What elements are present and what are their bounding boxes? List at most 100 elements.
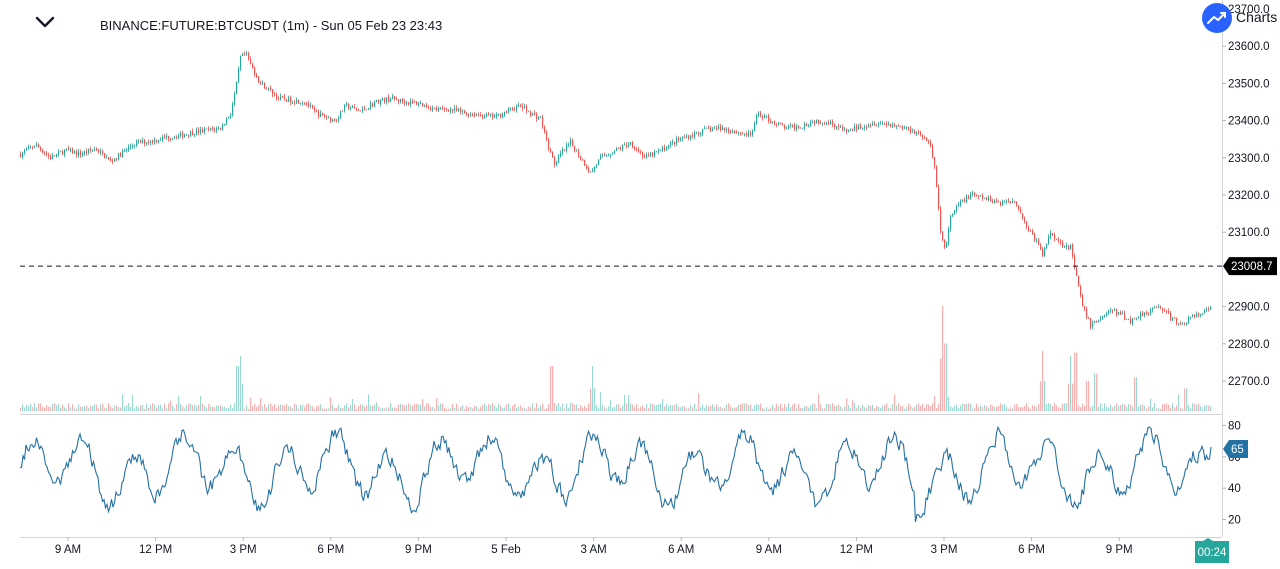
volume-bar xyxy=(448,408,450,411)
collapse-toolbar-button[interactable] xyxy=(30,8,60,36)
candle-body xyxy=(804,124,806,128)
candle-body xyxy=(336,120,338,122)
volume-bar xyxy=(42,406,44,411)
volume-bar xyxy=(230,404,232,411)
oscillator-axis[interactable]: 80604020 xyxy=(1222,421,1241,527)
candle-body xyxy=(524,106,526,109)
volume-bar xyxy=(940,358,942,411)
volume-bar xyxy=(814,403,816,411)
volume-bar xyxy=(72,404,74,411)
volume-bar xyxy=(1162,404,1164,411)
volume-bar xyxy=(68,403,70,411)
volume-bar xyxy=(468,407,470,411)
volume-bar xyxy=(414,403,416,411)
volume-bar xyxy=(472,408,474,411)
volume-bar xyxy=(768,408,770,411)
candle-body xyxy=(576,150,578,152)
volume-bar xyxy=(992,405,994,411)
candle-body xyxy=(240,55,242,69)
candle-body xyxy=(856,126,858,130)
volume-bar xyxy=(600,392,602,411)
volume-bar xyxy=(734,407,736,411)
volume-bar xyxy=(176,404,178,411)
volume-bar xyxy=(236,366,238,411)
volume-bar xyxy=(1186,388,1188,411)
price-tick-label: 23200.0 xyxy=(1228,190,1270,202)
candle-body xyxy=(1056,239,1058,241)
volume-bar xyxy=(430,406,432,411)
time-axis[interactable]: 9 AM 12 PM 3 PM 6 PM 9 PM 5 Feb 3 AM 6 AM 9 AM 12… xyxy=(55,537,1133,556)
candle-body xyxy=(892,124,894,127)
candle-body xyxy=(72,149,74,154)
volume-bar xyxy=(298,408,300,411)
candle-body xyxy=(642,152,644,157)
volume-bar xyxy=(288,406,290,411)
candle-body xyxy=(526,106,528,111)
volume-bar xyxy=(336,407,338,411)
volume-bar xyxy=(202,403,204,411)
candle-body xyxy=(954,210,956,214)
candle-body xyxy=(590,171,592,173)
candle-body xyxy=(422,102,424,107)
volume-bar xyxy=(94,404,96,411)
time-tick-label: 9 PM xyxy=(1106,544,1133,556)
volume-bar xyxy=(1208,405,1210,411)
candle-body xyxy=(798,126,800,128)
brand-logo[interactable] xyxy=(1202,3,1232,33)
candle-body xyxy=(64,149,66,155)
volume-bar xyxy=(590,388,592,411)
candle-body xyxy=(672,141,674,143)
candle-body xyxy=(1004,201,1006,203)
candle-body xyxy=(972,192,974,195)
candle-body xyxy=(368,107,370,110)
candle-body xyxy=(182,133,184,138)
volume-bar xyxy=(464,408,466,411)
candle-body xyxy=(110,158,112,161)
candle-body xyxy=(188,134,190,136)
volume-bar xyxy=(924,407,926,411)
candle-body xyxy=(628,144,630,147)
oscillator-tick-label: 40 xyxy=(1228,483,1241,495)
candle-body xyxy=(994,200,996,203)
volume-bar xyxy=(426,403,428,411)
volume-bar xyxy=(698,393,700,411)
volume-bar xyxy=(80,406,82,411)
candle-body xyxy=(1194,315,1196,317)
candle-body xyxy=(980,195,982,197)
candle-body xyxy=(1020,208,1022,214)
volume-bar xyxy=(106,408,108,411)
last-price-label: 23008.7 xyxy=(1231,261,1273,273)
volume-bar xyxy=(116,405,118,411)
volume-bar xyxy=(846,398,848,411)
candle-body xyxy=(1164,310,1166,312)
volume-bar xyxy=(644,407,646,411)
candle-body xyxy=(976,194,978,196)
volume-bar xyxy=(634,407,636,411)
volume-bar xyxy=(880,408,882,411)
volume-bar xyxy=(408,403,410,411)
candle-body xyxy=(74,151,76,154)
volume-bar xyxy=(500,405,502,411)
volume-bar xyxy=(948,396,950,411)
volume-bar xyxy=(308,403,310,411)
volume-bar xyxy=(778,406,780,411)
volume-bar xyxy=(658,404,660,411)
volume-bar xyxy=(844,406,846,411)
volume-bar xyxy=(626,403,628,411)
price-tick-label: 23500.0 xyxy=(1228,78,1270,90)
volume-bar xyxy=(394,407,396,411)
candle-body xyxy=(254,67,256,75)
volume-bar xyxy=(92,405,94,411)
volume-bar xyxy=(604,407,606,411)
candle-body xyxy=(854,126,856,131)
candle-body xyxy=(1012,201,1014,203)
candle-body xyxy=(1030,230,1032,232)
volume-bar xyxy=(1192,403,1194,411)
candle-body xyxy=(952,213,954,216)
oscillator-tick-label: 20 xyxy=(1228,515,1241,527)
volume-bar xyxy=(238,366,240,411)
price-axis[interactable]: 23700.0 23600.0 23500.0 23400.0 23300.0 23200… xyxy=(1222,4,1270,388)
volume-bar xyxy=(968,403,970,411)
volume-bar xyxy=(1082,403,1084,411)
